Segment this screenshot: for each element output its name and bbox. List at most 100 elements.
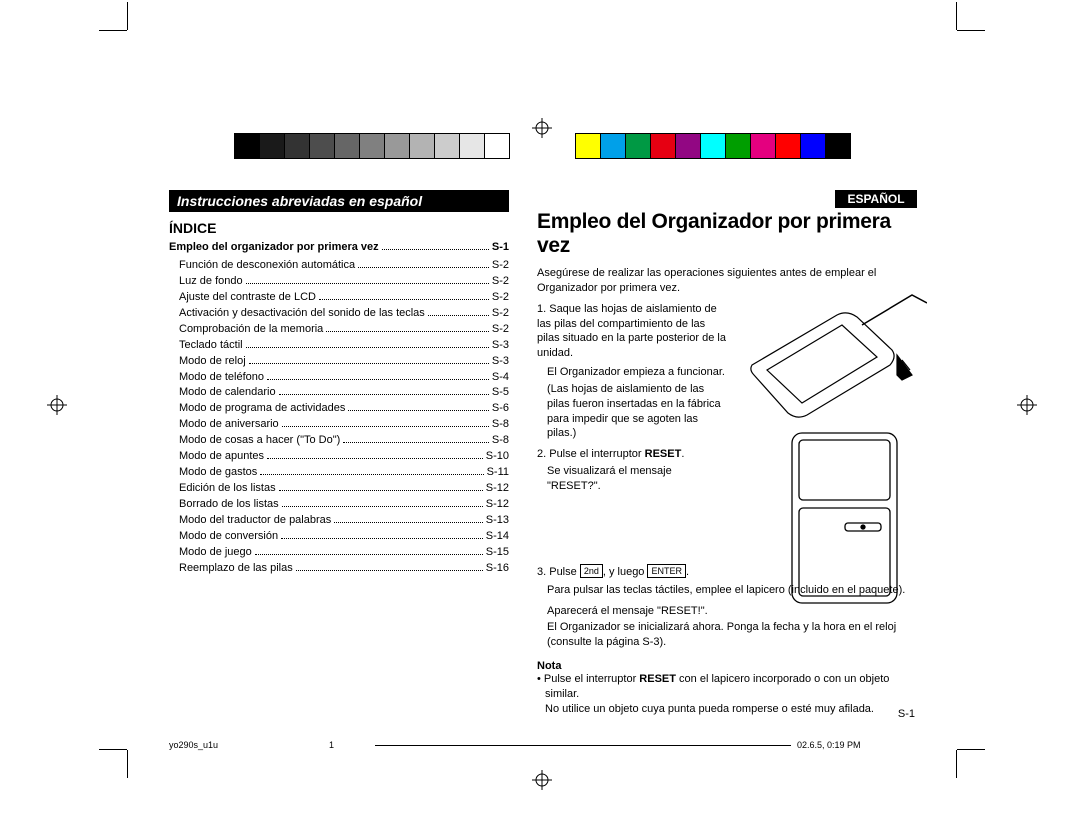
index-page: S-16: [486, 561, 509, 577]
index-row: Modo de juegoS-15: [169, 545, 509, 561]
index-row: Activación y desactivación del sonido de…: [169, 306, 509, 322]
index-page: S-13: [486, 513, 509, 529]
leader-dots: [282, 426, 489, 427]
leader-dots: [255, 554, 483, 555]
index-row: Comprobación de la memoria S-2: [169, 322, 509, 338]
note-bullet-1: • Pulse el interruptor RESET con el lapi…: [537, 672, 917, 702]
left-column: Instrucciones abreviadas en español ÍNDI…: [169, 190, 509, 717]
leader-dots: [348, 410, 489, 411]
index-list: Función de desconexión automática S-2 Luz …: [169, 258, 509, 577]
swatch: [234, 133, 260, 159]
leader-dots: [267, 458, 483, 459]
index-page: S-6: [492, 401, 509, 417]
note-title: Nota: [537, 660, 917, 672]
index-row: Teclado táctil S-3: [169, 338, 509, 354]
index-page: S-15: [486, 545, 509, 561]
index-row: Modo de conversión S-14: [169, 529, 509, 545]
step-3-mid: , y luego: [603, 566, 648, 578]
swatch: [800, 133, 826, 159]
swatch: [484, 133, 510, 159]
key-enter: ENTER: [647, 564, 686, 578]
leader-dots: [246, 283, 489, 284]
index-page: S-2: [492, 306, 509, 322]
swatch: [284, 133, 310, 159]
index-label: Modo de apuntes: [169, 449, 264, 465]
index-page: S-8: [492, 433, 509, 449]
leader-dots: [326, 331, 489, 332]
crop-mark: [956, 750, 957, 778]
swatch: [384, 133, 410, 159]
index-page: S-14: [486, 529, 509, 545]
step-1a: 1. Saque las hojas de aislamiento de las…: [537, 302, 727, 361]
leader-dots: [279, 394, 489, 395]
index-page: S-3: [492, 338, 509, 354]
swatch: [359, 133, 385, 159]
footer-page: 1: [329, 740, 369, 750]
index-label: Comprobación de la memoria: [169, 322, 323, 338]
index-label: Modo de calendario: [169, 385, 276, 401]
index-label: Ajuste del contraste de LCD: [169, 290, 316, 306]
swatch: [309, 133, 335, 159]
index-row: Reemplazo de las pilas S-16: [169, 561, 509, 577]
index-label: Modo de teléfono: [169, 370, 264, 386]
index-row: Modo del traductor de palabras S-13: [169, 513, 509, 529]
registration-mark-icon: [1017, 395, 1037, 415]
index-page: S-2: [492, 322, 509, 338]
swatch: [775, 133, 801, 159]
index-row: Modo de programa de actividadesS-6: [169, 401, 509, 417]
index-label: Edición de los listas: [169, 481, 276, 497]
crop-mark: [957, 30, 985, 31]
footer-date: 02.6.5, 0:19 PM: [797, 740, 917, 750]
step-1b: El Organizador empieza a funcionar.: [537, 365, 727, 380]
index-page: S-11: [487, 465, 509, 481]
leader-dots: [267, 379, 489, 380]
key-2nd: 2nd: [580, 564, 603, 578]
crop-mark: [99, 749, 127, 750]
leader-dots: [382, 249, 489, 250]
step-1-block: 1. Saque las hojas de aislamiento de las…: [537, 302, 727, 494]
leader-dots: [281, 538, 483, 539]
index-page: S-5: [492, 385, 509, 401]
swatch: [675, 133, 701, 159]
leader-dots: [334, 522, 482, 523]
index-label: Luz de fondo: [169, 274, 243, 290]
index-label: Teclado táctil: [169, 338, 243, 354]
reset-label: RESET: [645, 448, 682, 460]
leader-dots: [358, 267, 489, 268]
swatch: [725, 133, 751, 159]
instructions-banner: Instrucciones abreviadas en español: [169, 190, 509, 212]
index-page: S-10: [486, 449, 509, 465]
index-page: S-8: [492, 417, 509, 433]
index-label: Función de desconexión automática: [169, 258, 355, 274]
index-label: Modo del traductor de palabras: [169, 513, 331, 529]
index-head-page: S-1: [492, 240, 509, 256]
index-title: ÍNDICE: [169, 220, 509, 236]
print-page: Instrucciones abreviadas en español ÍNDI…: [127, 30, 957, 810]
main-title: Empleo del Organizador por primera vez: [537, 210, 917, 258]
crop-mark: [127, 750, 128, 778]
index-page: S-3: [492, 354, 509, 370]
print-footer: yo290s_u1u 1 02.6.5, 0:19 PM: [169, 735, 917, 755]
leader-dots: [246, 347, 489, 348]
footer-rule: [375, 745, 791, 746]
leader-dots: [282, 506, 483, 507]
step-3-pre: 3. Pulse: [537, 566, 580, 578]
right-column: ESPAÑOL Empleo del Organizador por prime…: [537, 190, 917, 717]
swatch: [434, 133, 460, 159]
swatch: [625, 133, 651, 159]
leader-dots: [296, 570, 483, 571]
index-page: S-2: [492, 258, 509, 274]
index-label: Modo de cosas a hacer ("To Do"): [169, 433, 340, 449]
index-row: Ajuste del contraste de LCDS-2: [169, 290, 509, 306]
index-label: Activación y desactivación del sonido de…: [169, 306, 425, 322]
swatch: [575, 133, 601, 159]
index-row: Borrado de los listasS-12: [169, 497, 509, 513]
note-b1-bold: RESET: [639, 673, 676, 685]
swatch: [650, 133, 676, 159]
index-label: Modo de conversión: [169, 529, 278, 545]
index-page: S-12: [486, 481, 509, 497]
leader-dots: [260, 474, 483, 475]
crop-mark: [957, 749, 985, 750]
index-label: Reemplazo de las pilas: [169, 561, 293, 577]
step-3-end: .: [686, 566, 689, 578]
